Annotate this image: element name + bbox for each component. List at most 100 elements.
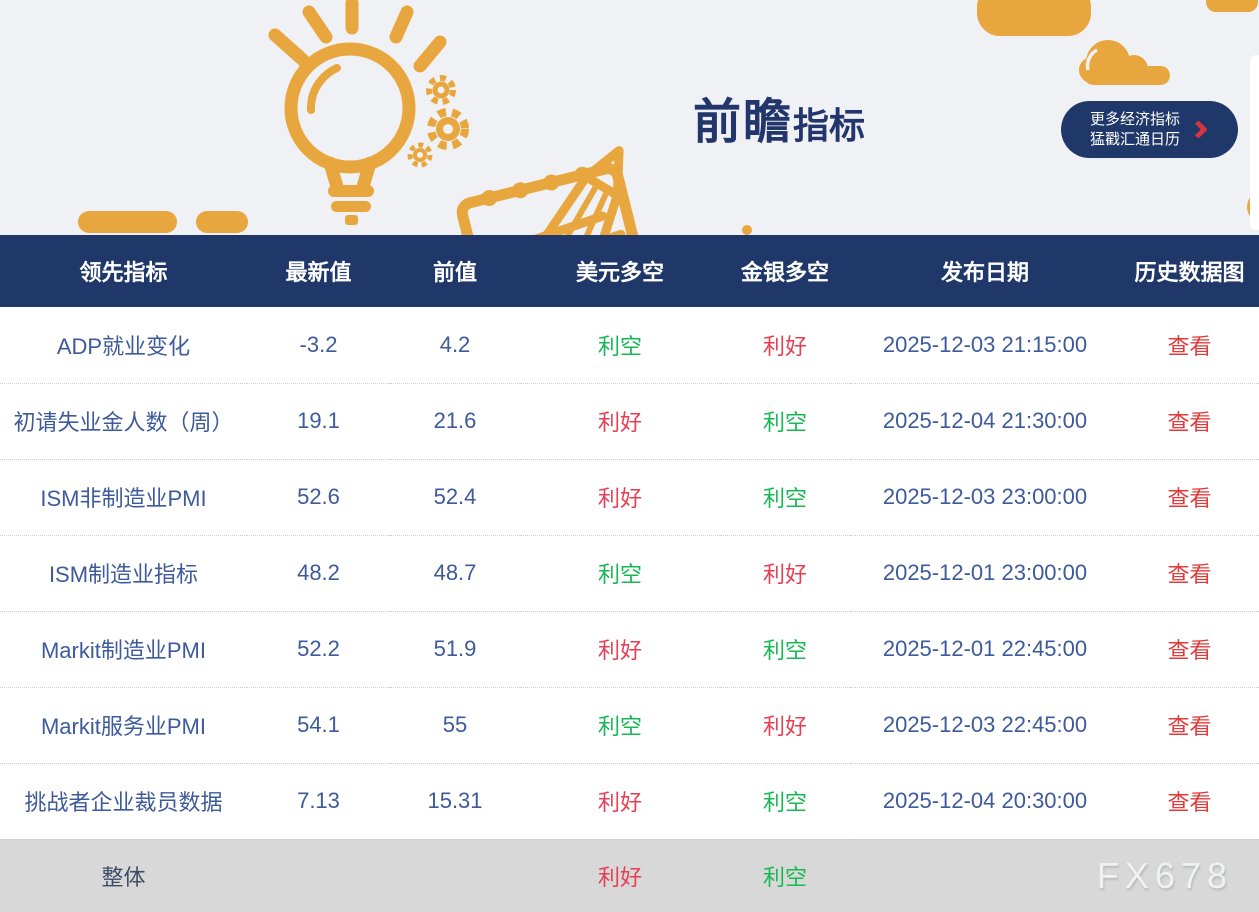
latest-value: -3.2 bbox=[247, 307, 390, 384]
table-row: 初请失业金人数（周） 19.1 21.6 利好 利空 2025-12-04 21… bbox=[0, 383, 1259, 460]
metal-sentiment-cell: 利好 bbox=[720, 687, 850, 764]
metal-sentiment-cell: 利好 bbox=[720, 535, 850, 612]
previous-value: 21.6 bbox=[390, 383, 520, 460]
previous-value: 48.7 bbox=[390, 535, 520, 612]
column-header-usd: 美元多空 bbox=[575, 260, 664, 285]
latest-value: 54.1 bbox=[247, 687, 390, 764]
view-history-link[interactable]: 查看 bbox=[1167, 562, 1212, 587]
metal-sentiment-cell: 利空 bbox=[720, 383, 850, 460]
table-row: 挑战者企业裁员数据 7.13 15.31 利好 利空 2025-12-04 20… bbox=[0, 763, 1259, 840]
empty-cell bbox=[390, 839, 520, 912]
latest-value: 52.6 bbox=[247, 459, 390, 536]
bulb-highlight bbox=[306, 64, 341, 114]
more-indicators-label: 更多经济指标 猛戳汇通日历 bbox=[1089, 110, 1180, 148]
usd-sentiment: 利好 bbox=[597, 790, 642, 815]
fx678-watermark: FX678 bbox=[1096, 854, 1233, 896]
usd-sentiment: 利空 bbox=[597, 333, 642, 359]
previous-value: 52.4 bbox=[390, 459, 520, 536]
metal-sentiment: 利好 bbox=[762, 562, 807, 587]
view-history-link[interactable]: 查看 bbox=[1167, 410, 1212, 435]
table-row: ISM制造业指标 48.2 48.7 利空 利好 2025-12-01 23:0… bbox=[0, 535, 1259, 612]
latest-value: 52.2 bbox=[247, 611, 390, 688]
history-cell: 查看 bbox=[1120, 383, 1259, 460]
release-date: 2025-12-01 22:45:00 bbox=[850, 611, 1120, 688]
release-date: 2025-12-03 23:00:00 bbox=[850, 459, 1120, 536]
overall-label: 整体 bbox=[0, 839, 247, 912]
previous-value: 15.31 bbox=[390, 763, 520, 840]
column-header-metal: 金银多空 bbox=[740, 260, 829, 285]
indicator-name: ISM非制造业PMI bbox=[0, 459, 247, 536]
metal-sentiment-cell: 利空 bbox=[720, 839, 850, 912]
usd-sentiment-cell: 利好 bbox=[520, 383, 720, 460]
page-title-sub: 指标 bbox=[793, 105, 866, 146]
table-row: ADP就业变化 -3.2 4.2 利空 利好 2025-12-03 21:15:… bbox=[0, 307, 1259, 384]
history-cell: 查看 bbox=[1120, 611, 1259, 688]
view-history-link[interactable]: 查看 bbox=[1167, 638, 1212, 663]
pencil-icon bbox=[538, 146, 624, 235]
cloud-detail bbox=[1085, 48, 1098, 71]
light-bulb-icon bbox=[268, 0, 447, 197]
indicator-name: ADP就业变化 bbox=[0, 307, 247, 384]
usd-sentiment: 利好 bbox=[597, 410, 642, 435]
latest-value: 19.1 bbox=[247, 383, 390, 460]
page-title: 前瞻指标 bbox=[693, 82, 865, 152]
release-date: 2025-12-01 23:00:00 bbox=[850, 535, 1120, 612]
usd-sentiment: 利好 bbox=[597, 864, 642, 890]
indicator-name: 初请失业金人数（周） bbox=[0, 383, 247, 460]
indicators-table: 领先指标 最新值 前值 美元多空 金银多空 发布日期 历史数据图 ADP就业变化… bbox=[0, 235, 1259, 912]
metal-sentiment: 利好 bbox=[762, 333, 807, 359]
indicator-name: Markit服务业PMI bbox=[0, 687, 247, 764]
gear-icon bbox=[407, 75, 469, 168]
previous-value: 55 bbox=[390, 687, 520, 764]
indicator-name: 挑战者企业裁员数据 bbox=[0, 763, 247, 840]
release-date: 2025-12-03 22:45:00 bbox=[850, 687, 1120, 764]
bulb-base bbox=[328, 185, 374, 225]
release-date: 2025-12-04 20:30:00 bbox=[850, 763, 1120, 840]
latest-value: 48.2 bbox=[247, 535, 390, 612]
column-header-indicator: 领先指标 bbox=[79, 260, 168, 285]
more-indicators-button[interactable]: 更多经济指标 猛戳汇通日历 bbox=[1061, 101, 1238, 158]
usd-sentiment: 利空 bbox=[597, 562, 642, 587]
banner-illustration bbox=[78, 0, 1259, 235]
indicator-name: ISM制造业指标 bbox=[0, 535, 247, 612]
release-date: 2025-12-04 21:30:00 bbox=[850, 383, 1120, 460]
view-history-link[interactable]: 查看 bbox=[1167, 714, 1212, 739]
empty-cell bbox=[247, 839, 390, 912]
usd-sentiment-cell: 利空 bbox=[520, 307, 720, 384]
indicator-name: Markit制造业PMI bbox=[0, 611, 247, 688]
metal-sentiment-cell: 利空 bbox=[720, 459, 850, 536]
usd-sentiment-cell: 利空 bbox=[520, 687, 720, 764]
page-title-main: 前瞻 bbox=[693, 96, 794, 149]
column-header-latest: 最新值 bbox=[285, 260, 352, 285]
usd-sentiment: 利好 bbox=[597, 486, 642, 511]
previous-value: 51.9 bbox=[390, 611, 520, 688]
release-date: 2025-12-03 21:15:00 bbox=[850, 307, 1120, 384]
history-cell: 查看 bbox=[1120, 307, 1259, 384]
metal-sentiment-cell: 利空 bbox=[720, 763, 850, 840]
metal-sentiment-cell: 利空 bbox=[720, 611, 850, 688]
column-header-previous: 前值 bbox=[432, 260, 477, 285]
table-footer-row: 整体 利好 利空 FX678 bbox=[0, 839, 1259, 912]
view-history-link[interactable]: 查看 bbox=[1167, 333, 1212, 359]
metal-sentiment-cell: 利好 bbox=[720, 307, 850, 384]
right-edge-panel bbox=[1250, 55, 1259, 230]
metal-sentiment: 利空 bbox=[762, 486, 807, 511]
watermark-cell: FX678 bbox=[850, 839, 1259, 912]
view-history-link[interactable]: 查看 bbox=[1167, 790, 1212, 815]
history-cell: 查看 bbox=[1120, 687, 1259, 764]
view-history-link[interactable]: 查看 bbox=[1167, 486, 1212, 511]
usd-sentiment: 利好 bbox=[597, 638, 642, 663]
table-row: ISM非制造业PMI 52.6 52.4 利好 利空 2025-12-03 23… bbox=[0, 459, 1259, 536]
history-cell: 查看 bbox=[1120, 763, 1259, 840]
column-header-date: 发布日期 bbox=[940, 260, 1029, 285]
metal-sentiment: 利空 bbox=[762, 864, 807, 890]
previous-value: 4.2 bbox=[390, 307, 520, 384]
usd-sentiment-cell: 利好 bbox=[520, 839, 720, 912]
column-header-history: 历史数据图 bbox=[1134, 260, 1245, 285]
table-row: Markit服务业PMI 54.1 55 利空 利好 2025-12-03 22… bbox=[0, 687, 1259, 764]
metal-sentiment: 利空 bbox=[762, 638, 807, 663]
metal-sentiment: 利空 bbox=[762, 790, 807, 815]
usd-sentiment-cell: 利好 bbox=[520, 459, 720, 536]
metal-sentiment: 利好 bbox=[762, 714, 807, 739]
usd-sentiment: 利空 bbox=[597, 714, 642, 739]
